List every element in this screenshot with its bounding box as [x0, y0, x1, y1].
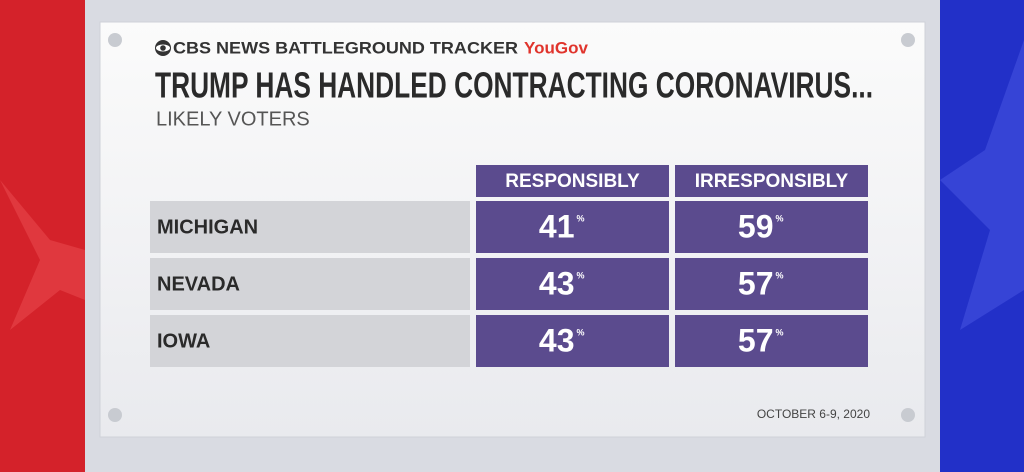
cell-bg	[476, 315, 669, 367]
star-decoration	[940, 40, 1024, 330]
title: TRUMP HAS HANDLED CONTRACTING CORONAVIRU…	[155, 65, 873, 106]
cell-unit: %	[776, 270, 784, 280]
date: OCTOBER 6-9, 2020	[757, 407, 870, 421]
column-header: IRRESPONSIBLY	[695, 171, 849, 192]
subtitle: LIKELY VOTERS	[156, 108, 310, 130]
bolt	[108, 408, 122, 422]
bolt	[108, 33, 122, 47]
cell-value: 59	[738, 208, 774, 244]
row-label-bg	[150, 258, 470, 310]
partner: YouGov	[524, 38, 588, 57]
cell-bg	[675, 315, 868, 367]
cell-unit: %	[776, 327, 784, 337]
row-label-bg	[150, 315, 470, 367]
cell-value: 43	[539, 322, 575, 358]
cell-value: 57	[738, 322, 774, 358]
cell-unit: %	[577, 213, 585, 223]
cell-value: 57	[738, 265, 774, 301]
row-label: IOWA	[157, 330, 210, 352]
bolt	[901, 408, 915, 422]
row-label: MICHIGAN	[157, 216, 258, 238]
cell-bg	[476, 258, 669, 310]
star-decoration	[0, 180, 85, 330]
brand: CBS NEWS BATTLEGROUND TRACKER	[173, 38, 518, 57]
row-label: NEVADA	[157, 273, 240, 295]
cell-value: 41	[539, 208, 575, 244]
cell-unit: %	[776, 213, 784, 223]
column-header-bg	[675, 165, 868, 197]
cbs-eye-logo	[160, 45, 166, 51]
cell-unit: %	[577, 270, 585, 280]
cell-unit: %	[577, 327, 585, 337]
column-header-bg	[476, 165, 669, 197]
cell-bg	[675, 258, 868, 310]
cell-bg	[476, 201, 669, 253]
cell-value: 43	[539, 265, 575, 301]
cell-bg	[675, 201, 868, 253]
bolt	[901, 33, 915, 47]
row-label-bg	[150, 201, 470, 253]
column-header: RESPONSIBLY	[505, 171, 640, 192]
